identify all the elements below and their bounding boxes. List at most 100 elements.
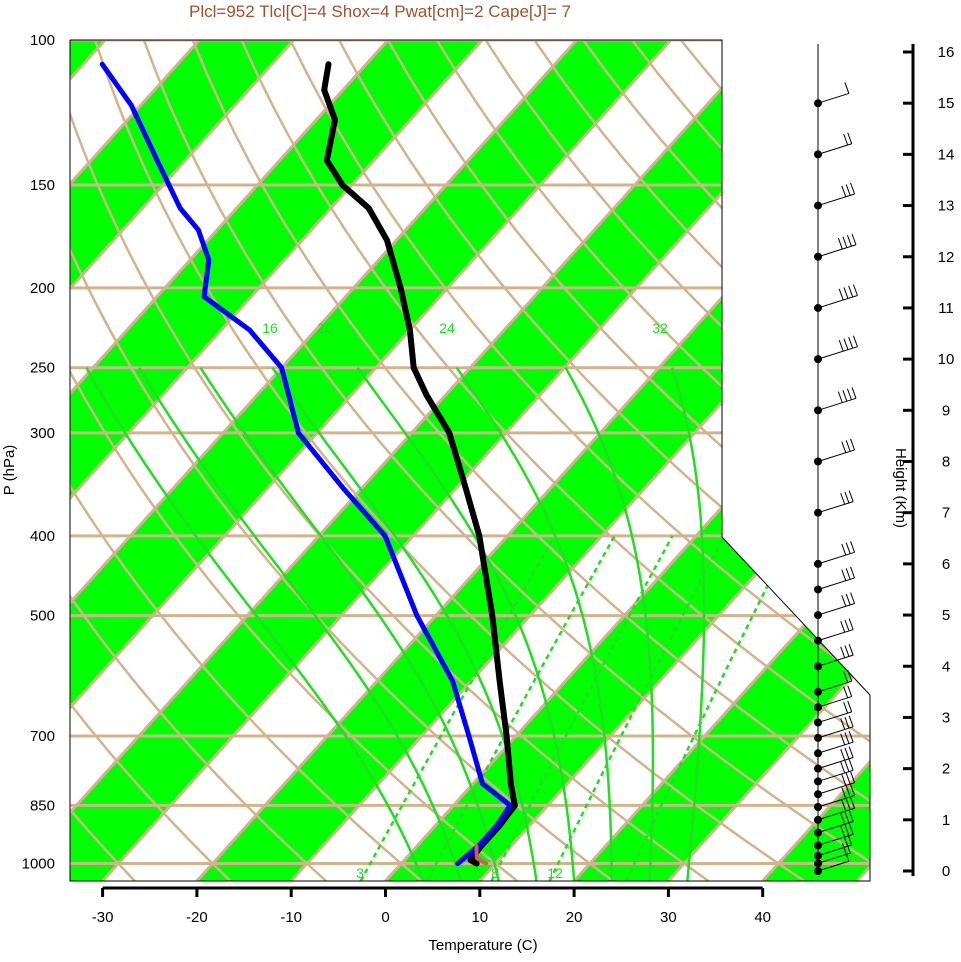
chart-title: Plcl=952 Tlcl[C]=4 Shox=4 Pwat[cm]=2 Cap…	[189, 2, 571, 21]
pressure-tick-label: 500	[30, 608, 55, 625]
wind-barb-feather	[851, 593, 855, 604]
wind-barb	[818, 552, 855, 564]
wind-barb-feather	[839, 340, 843, 351]
wind-barb-feather	[849, 286, 853, 297]
mixing-ratio-label: 12	[547, 865, 563, 881]
pressure-tick-label: 150	[30, 177, 55, 194]
wind-barb-feather	[852, 234, 856, 245]
wind-barb-feather	[853, 336, 857, 347]
wind-barb-feather	[849, 337, 853, 348]
height-tick-label: 4	[942, 658, 950, 675]
wind-barb-feather	[841, 647, 845, 658]
wind-barb-feather	[848, 133, 852, 144]
height-tick-label: 7	[942, 505, 950, 522]
y-axis-label: P (hPa)	[1, 445, 18, 496]
wind-barb-feather	[842, 442, 846, 453]
mixing-ratio-label: 3	[356, 865, 364, 881]
wind-barb-feather	[847, 389, 851, 400]
wind-barb-feather	[843, 390, 847, 401]
x-tick-label: 0	[381, 909, 389, 926]
wind-barb-feather	[842, 595, 846, 606]
temperature-band	[951, 40, 961, 881]
wind-barb-feather	[847, 235, 851, 246]
wind-barb-feather	[845, 82, 849, 93]
x-tick-label: -30	[92, 909, 114, 926]
pressure-tick-label: 400	[30, 528, 55, 545]
mixing-ratio-label: 8	[491, 865, 499, 881]
mixing-ratio-label: 24	[439, 320, 455, 336]
wind-barb-feather	[841, 749, 845, 760]
wind-barb-feather	[838, 238, 842, 249]
x-tick-label: -20	[186, 909, 208, 926]
wind-barb-feather	[842, 570, 846, 581]
wind-barb-feather	[846, 543, 850, 554]
wind-barb	[818, 502, 853, 513]
wind-barb-feather	[846, 773, 850, 784]
pressure-tick-label: 100	[30, 32, 55, 49]
wind-barb-feather	[851, 183, 855, 194]
wind-barb	[818, 144, 852, 155]
wind-barb-feather	[846, 594, 850, 605]
mixing-ratio-label: 20	[317, 320, 333, 336]
height-tick-label: 9	[942, 402, 950, 419]
wind-barb	[818, 93, 849, 103]
wind-barb	[818, 604, 855, 616]
pressure-tick-label: 300	[30, 425, 55, 442]
x-tick-label: -10	[280, 909, 302, 926]
wind-barb-feather	[852, 387, 856, 398]
wind-barb	[818, 630, 853, 641]
wind-barb-feather	[851, 439, 855, 450]
wind-barb-feather	[851, 541, 855, 552]
wind-barb	[818, 295, 857, 307]
wind-barb-feather	[845, 645, 849, 656]
wind-barb	[818, 245, 856, 257]
wind-barb	[818, 398, 856, 410]
wind-barb	[818, 742, 853, 753]
wind-barb-feather	[849, 619, 853, 630]
wind-barb-feather	[843, 237, 847, 248]
wind-barb	[818, 194, 855, 206]
wind-barb-feather	[846, 440, 850, 451]
x-tick-label: 20	[566, 909, 583, 926]
wind-barb-feather	[849, 716, 853, 727]
wind-barb-feather	[845, 761, 849, 772]
pressure-tick-label: 1000	[22, 856, 55, 873]
height-tick-label: 16	[938, 44, 955, 61]
x-axis-label: Temperature (C)	[428, 937, 537, 954]
height-tick-label: 10	[938, 351, 955, 368]
wind-barb	[818, 347, 857, 359]
isotherm-label: -30	[820, 59, 844, 83]
wind-barb-feather	[844, 134, 848, 145]
wind-barb-feather	[844, 687, 848, 698]
mixing-ratio-label: 16	[262, 320, 278, 336]
wind-barb-feather	[849, 759, 853, 770]
wind-barb-feather	[842, 186, 846, 197]
wind-barb	[818, 770, 853, 781]
height-tick-label: 11	[938, 300, 954, 317]
height-tick-label: 8	[942, 454, 950, 471]
wind-barb-feather	[844, 339, 848, 350]
isotherm-line	[763, 40, 961, 881]
pressure-tick-label: 200	[30, 280, 55, 297]
wind-barb-feather	[838, 392, 842, 403]
isotherm-line	[951, 40, 961, 881]
wind-barb-feather	[849, 644, 853, 655]
wind-barb-feather	[851, 567, 855, 578]
wind-barb-feather	[844, 287, 848, 298]
height-tick-label: 6	[942, 556, 950, 573]
wind-barb-feather	[841, 621, 845, 632]
wind-barb-feather	[849, 491, 853, 502]
wind-barb-feather	[853, 284, 857, 295]
wind-barb-feather	[844, 702, 848, 713]
height-tick-label: 3	[942, 709, 950, 726]
height-tick-label: 12	[938, 249, 955, 266]
wind-barb-feather	[845, 748, 849, 759]
pressure-tick-label: 250	[30, 360, 55, 377]
wind-barb-feather	[841, 493, 845, 504]
wind-barb	[818, 578, 855, 590]
wind-barb	[818, 758, 853, 769]
height-tick-label: 15	[938, 95, 955, 112]
